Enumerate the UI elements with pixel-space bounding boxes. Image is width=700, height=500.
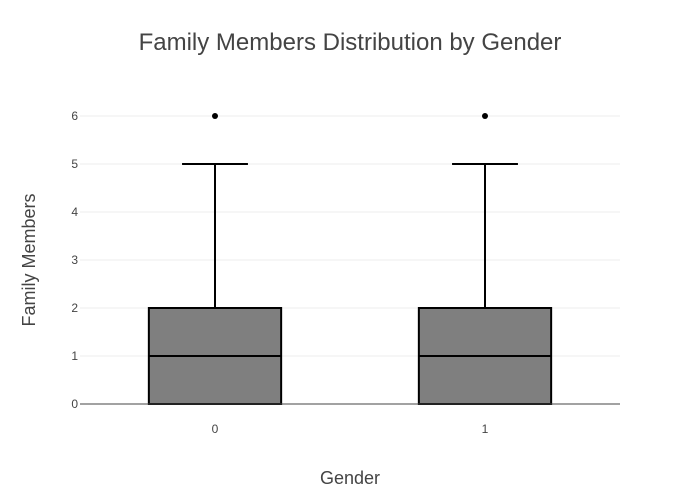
x-axis-label: Gender <box>320 468 380 488</box>
y-tick-label: 2 <box>71 301 78 315</box>
chart-title: Family Members Distribution by Gender <box>139 29 562 56</box>
y-tick-label: 5 <box>71 157 78 171</box>
outlier-point <box>482 113 488 119</box>
boxes <box>147 113 553 405</box>
box-group <box>417 113 553 405</box>
y-axis-label: Family Members <box>19 193 39 326</box>
y-tick-label: 1 <box>71 349 78 363</box>
y-tick-label: 6 <box>71 109 78 123</box>
x-tick-label: 0 <box>212 422 219 436</box>
y-axis-ticks: 0 1 2 3 4 5 6 <box>71 109 78 411</box>
outlier-point <box>212 113 218 119</box>
y-tick-label: 0 <box>71 397 78 411</box>
x-tick-label: 1 <box>482 422 489 436</box>
y-tick-label: 3 <box>71 253 78 267</box>
y-tick-label: 4 <box>71 205 78 219</box>
box-group <box>147 113 283 405</box>
